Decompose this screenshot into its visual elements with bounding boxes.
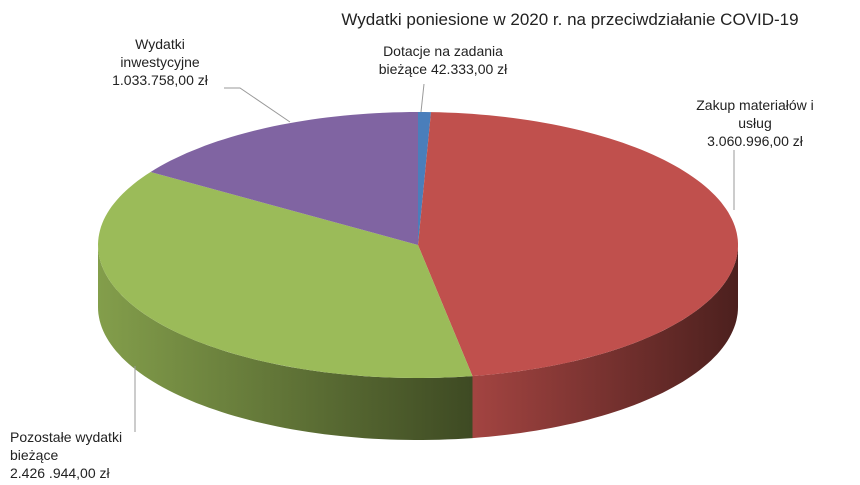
slice-label: Pozostałe wydatki bieżące 2.426 .944,00 z… xyxy=(10,428,150,482)
label-name: Zakup materiałów i usług xyxy=(696,97,814,131)
slice xyxy=(418,112,431,245)
slice-label: Dotacje na zadania bieżące 42.333,00 zł xyxy=(348,42,538,78)
label-name: Dotacje na zadania bieżące xyxy=(378,43,503,77)
slice xyxy=(98,172,473,378)
label-name: Pozostałe wydatki bieżące xyxy=(10,429,123,463)
label-name: Wydatki inwestycyjne xyxy=(120,36,200,70)
slice-side xyxy=(98,245,473,440)
slice-label: Wydatki inwestycyjne 1.033.758,00 zł xyxy=(100,35,220,89)
label-value: 2.426 .944,00 zł xyxy=(10,465,110,481)
chart-title: Wydatki poniesione w 2020 r. na przeciwd… xyxy=(341,10,799,29)
leader-line xyxy=(420,83,425,113)
slice xyxy=(150,112,418,245)
slice xyxy=(418,112,738,377)
label-value: 42.333,00 zł xyxy=(430,61,508,77)
label-value: 3.060.996,00 zł xyxy=(707,133,803,149)
slice-side xyxy=(472,245,738,439)
label-value: 1.033.758,00 zł xyxy=(112,72,208,88)
leader-line xyxy=(224,87,291,123)
slice-label: Zakup materiałów i usług 3.060.996,00 zł xyxy=(680,96,830,150)
